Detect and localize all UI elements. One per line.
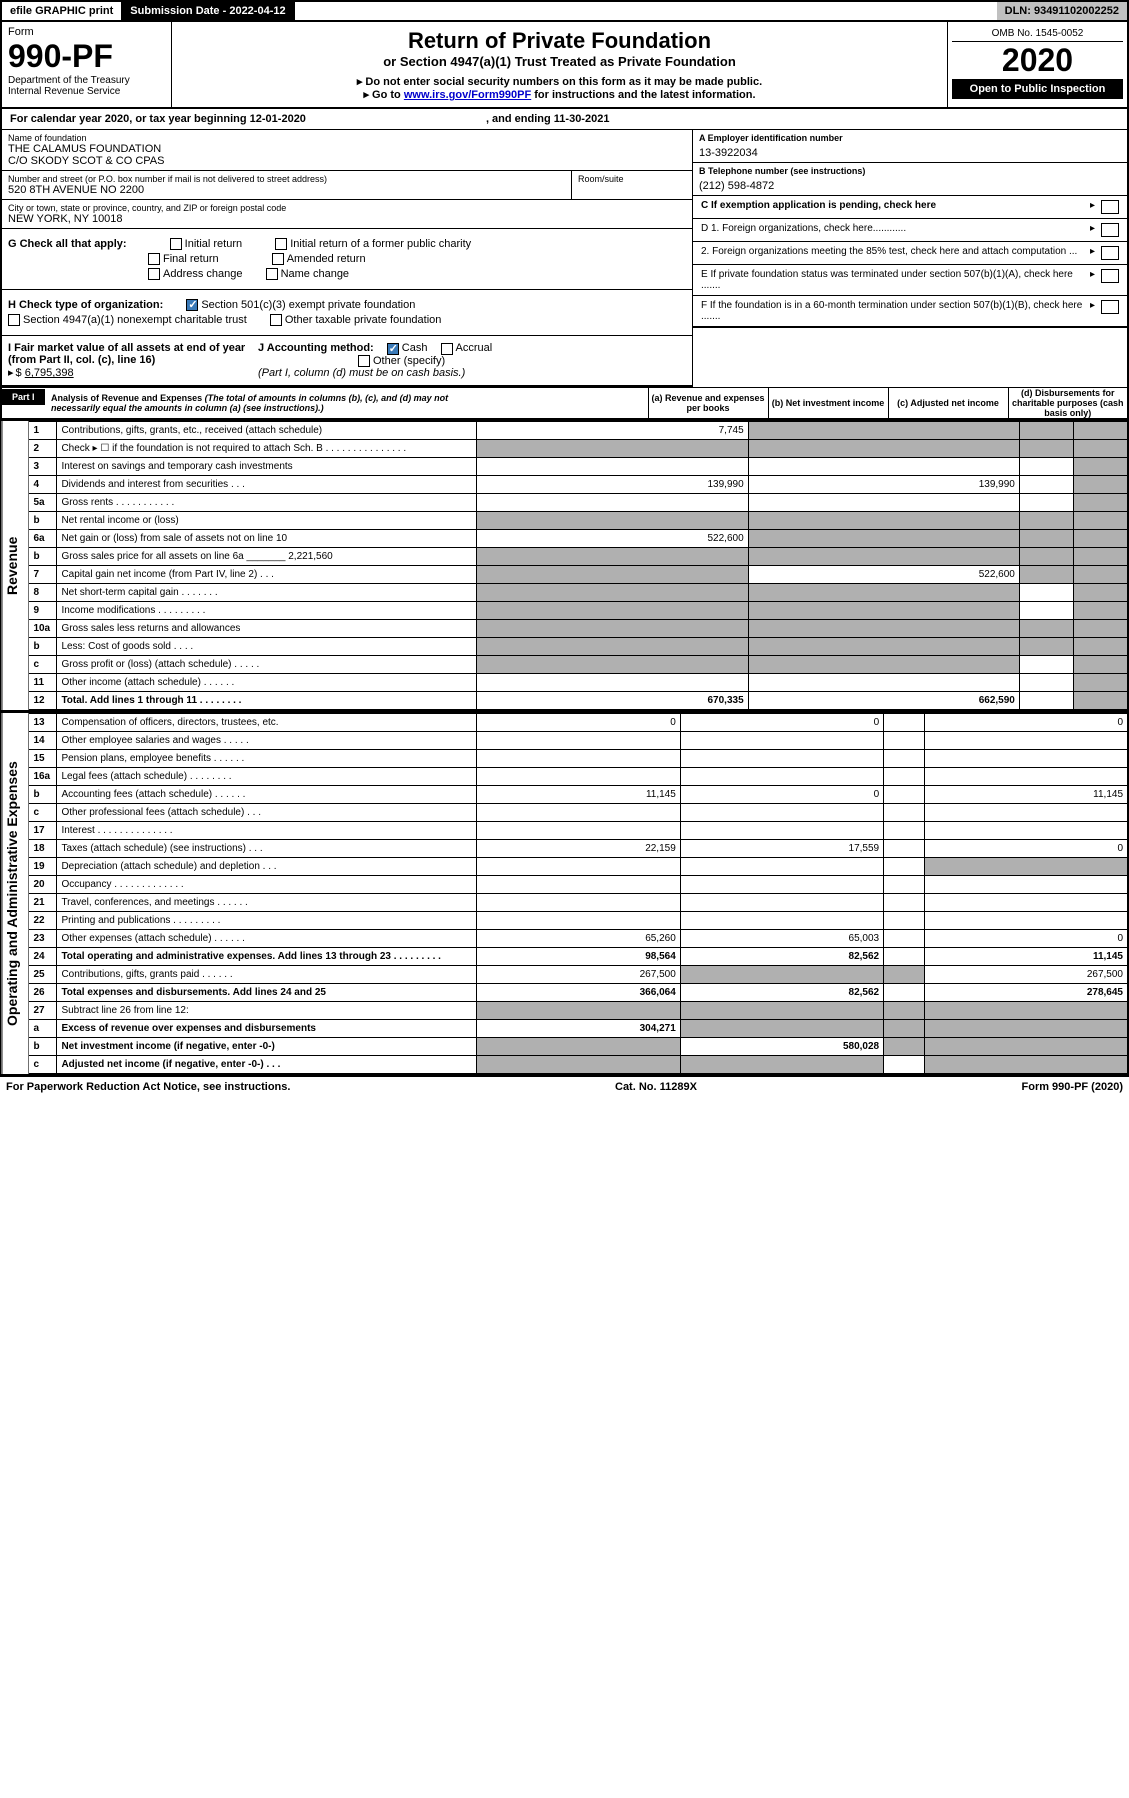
line-9: 9 Income modifications . . . . . . . . . (29, 602, 1128, 620)
line-13: 13 Compensation of officers, directors, … (29, 714, 1128, 732)
checkbox-other-acct[interactable] (358, 355, 370, 367)
line-1: 1 Contributions, gifts, grants, etc., re… (29, 422, 1128, 440)
form-link[interactable]: www.irs.gov/Form990PF (404, 89, 531, 101)
instr2: ▸ Go to www.irs.gov/Form990PF for instru… (178, 88, 941, 101)
item-D1: D 1. Foreign organizations, check here..… (693, 219, 1127, 242)
item-E: E If private foundation status was termi… (693, 265, 1127, 296)
fmv-label: I Fair market value of all assets at end… (8, 342, 245, 366)
line-c: c Adjusted net income (if negative, ente… (29, 1056, 1128, 1074)
line-26: 26 Total expenses and disbursements. Add… (29, 984, 1128, 1002)
line-16a: 16a Legal fees (attach schedule) . . . .… (29, 768, 1128, 786)
col-d: (d) Disbursements for charitable purpose… (1008, 388, 1128, 419)
dln: DLN: 93491102002252 (997, 2, 1127, 20)
line-24: 24 Total operating and administrative ex… (29, 948, 1128, 966)
checkbox-initial-former[interactable] (275, 238, 287, 250)
line-25: 25 Contributions, gifts, grants paid . .… (29, 966, 1128, 984)
telephone: B Telephone number (see instructions) (2… (693, 163, 1127, 196)
subdate: Submission Date - 2022-04-12 (122, 2, 294, 20)
dept: Department of the Treasury (8, 75, 165, 86)
col-a: (a) Revenue and expenses per books (648, 388, 768, 419)
line-6a: 6a Net gain or (loss) from sale of asset… (29, 530, 1128, 548)
paperwork-notice: For Paperwork Reduction Act Notice, see … (6, 1081, 290, 1093)
checkbox-amended[interactable] (272, 253, 284, 265)
line-3: 3 Interest on savings and temporary cash… (29, 458, 1128, 476)
col-b: (b) Net investment income (768, 388, 888, 419)
line-c: c Other professional fees (attach schedu… (29, 804, 1128, 822)
line-b: b Net investment income (if negative, en… (29, 1038, 1128, 1056)
side-revenue: Revenue (1, 421, 28, 710)
line-4: 4 Dividends and interest from securities… (29, 476, 1128, 494)
line-b: b Less: Cost of goods sold . . . . (29, 638, 1128, 656)
line-17: 17 Interest . . . . . . . . . . . . . . (29, 822, 1128, 840)
main-title: Return of Private Foundation (178, 28, 941, 54)
line-15: 15 Pension plans, employee benefits . . … (29, 750, 1128, 768)
checkbox-address[interactable] (148, 268, 160, 280)
subtitle: or Section 4947(a)(1) Trust Treated as P… (178, 54, 941, 69)
calendar-row: For calendar year 2020, or tax year begi… (0, 109, 1129, 130)
line-27: 27 Subtract line 26 from line 12: (29, 1002, 1128, 1020)
item-C: C If exemption application is pending, c… (693, 196, 1127, 219)
ein: A Employer identification number 13-3922… (693, 130, 1127, 163)
checkbox-cash[interactable] (387, 343, 399, 355)
form-footer: Form 990-PF (2020) (1022, 1081, 1123, 1093)
page-footer: For Paperwork Reduction Act Notice, see … (0, 1076, 1129, 1097)
row-IJ: I Fair market value of all assets at end… (2, 336, 692, 387)
line-22: 22 Printing and publications . . . . . .… (29, 912, 1128, 930)
line-c: c Gross profit or (loss) (attach schedul… (29, 656, 1128, 674)
line-21: 21 Travel, conferences, and meetings . .… (29, 894, 1128, 912)
fmv-value: 6,795,398 (25, 367, 74, 379)
room-suite: Room/suite (572, 171, 692, 200)
line-b: b Accounting fees (attach schedule) . . … (29, 786, 1128, 804)
line-b: b Gross sales price for all assets on li… (29, 548, 1128, 566)
line-2: 2 Check ▸ ☐ if the foundation is not req… (29, 440, 1128, 458)
foundation-name: Name of foundation THE CALAMUS FOUNDATIO… (2, 130, 692, 171)
line-23: 23 Other expenses (attach schedule) . . … (29, 930, 1128, 948)
side-expenses: Operating and Administrative Expenses (1, 713, 28, 1074)
line-7: 7 Capital gain net income (from Part IV,… (29, 566, 1128, 584)
checkbox-initial[interactable] (170, 238, 182, 250)
check-H: H Check type of organization: Section 50… (2, 290, 692, 336)
part-label: Part I (2, 389, 45, 405)
line-a: a Excess of revenue over expenses and di… (29, 1020, 1128, 1038)
tax-year: 2020 (952, 42, 1123, 79)
irs: Internal Revenue Service (8, 86, 165, 97)
line-5a: 5a Gross rents . . . . . . . . . . . (29, 494, 1128, 512)
efile-label[interactable]: efile GRAPHIC print (2, 2, 122, 20)
topbar: efile GRAPHIC print Submission Date - 20… (0, 0, 1129, 22)
info-block: Name of foundation THE CALAMUS FOUNDATIO… (0, 130, 1129, 387)
street-address: Number and street (or P.O. box number if… (2, 171, 572, 200)
part-title: Analysis of Revenue and Expenses (51, 393, 202, 403)
form-number: 990-PF (8, 38, 165, 75)
line-14: 14 Other employee salaries and wages . .… (29, 732, 1128, 750)
line-10a: 10a Gross sales less returns and allowan… (29, 620, 1128, 638)
line-19: 19 Depreciation (attach schedule) and de… (29, 858, 1128, 876)
form-header: Form 990-PF Department of the Treasury I… (0, 22, 1129, 109)
omb: OMB No. 1545-0052 (952, 26, 1123, 42)
checkbox-final[interactable] (148, 253, 160, 265)
item-D2: 2. Foreign organizations meeting the 85%… (693, 242, 1127, 265)
part1-expenses: Operating and Administrative Expenses 13… (0, 711, 1129, 1076)
line-8: 8 Net short-term capital gain . . . . . … (29, 584, 1128, 602)
line-b: b Net rental income or (loss) (29, 512, 1128, 530)
checkbox-other-taxable[interactable] (270, 314, 282, 326)
part1-header: Part I Analysis of Revenue and Expenses … (0, 387, 1129, 419)
check-G: G Check all that apply: Initial return I… (2, 229, 692, 290)
part1-revenue: Revenue 1 Contributions, gifts, grants, … (0, 419, 1129, 711)
col-c: (c) Adjusted net income (888, 388, 1008, 419)
checkbox-501c3[interactable] (186, 299, 198, 311)
line-18: 18 Taxes (attach schedule) (see instruct… (29, 840, 1128, 858)
cat-no: Cat. No. 11289X (615, 1081, 697, 1093)
line-11: 11 Other income (attach schedule) . . . … (29, 674, 1128, 692)
city-state: City or town, state or province, country… (2, 200, 692, 229)
form-word: Form (8, 26, 165, 38)
basis-note: (Part I, column (d) must be on cash basi… (258, 367, 465, 379)
checkbox-accrual[interactable] (441, 343, 453, 355)
instr1: ▸ Do not enter social security numbers o… (178, 75, 941, 88)
line-12: 12 Total. Add lines 1 through 11 . . . .… (29, 692, 1128, 710)
open-public: Open to Public Inspection (952, 79, 1123, 99)
checkbox-4947[interactable] (8, 314, 20, 326)
item-F: F If the foundation is in a 60-month ter… (693, 296, 1127, 328)
checkbox-name[interactable] (266, 268, 278, 280)
line-20: 20 Occupancy . . . . . . . . . . . . . (29, 876, 1128, 894)
